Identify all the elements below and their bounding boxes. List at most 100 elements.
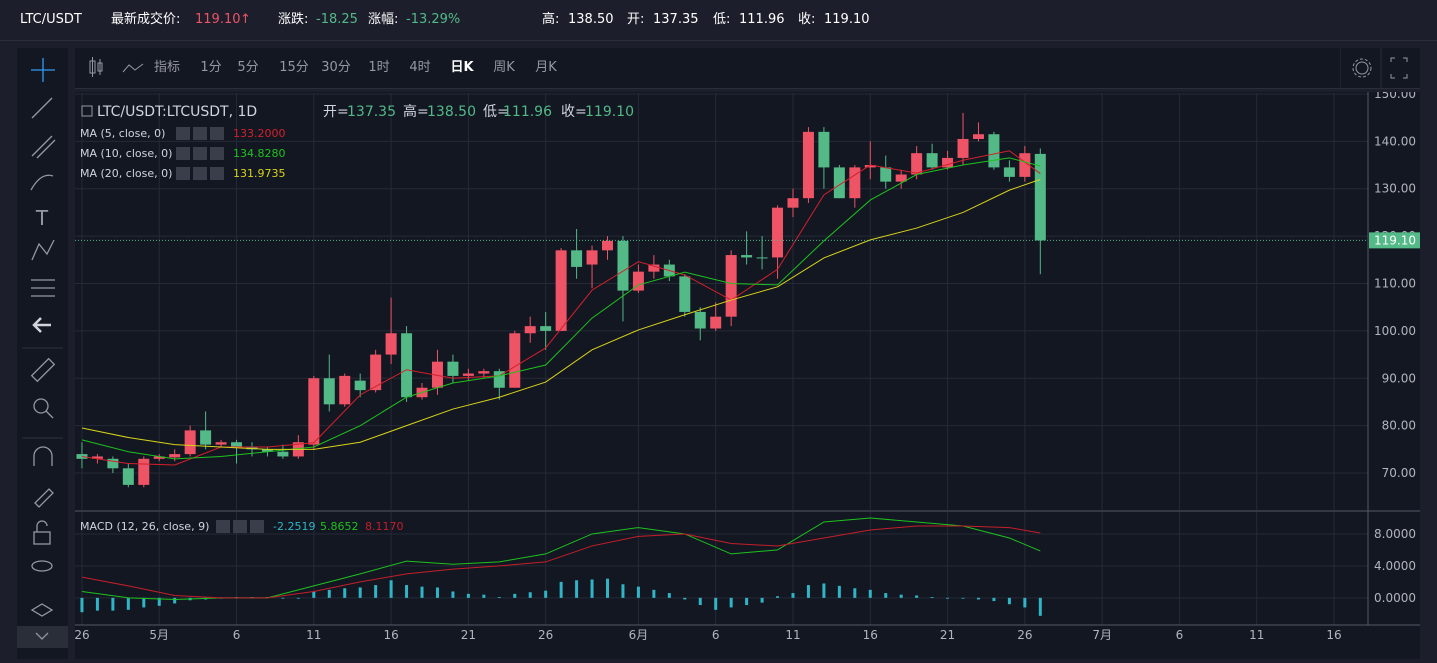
header: LTC/USDT 最新成交价: 119.10 ↑ 涨跌: -18.25 涨幅: … — [0, 0, 1437, 41]
drawing-toolbar: T — [17, 48, 68, 659]
candle-body — [679, 276, 691, 312]
value: 119.10 — [824, 12, 870, 27]
tool-icons: T — [17, 58, 68, 648]
legend-title: LTC/USDT:LTCUSDT, 1D — [97, 104, 257, 120]
last: 119.10 — [195, 12, 241, 27]
legend-value: 119.10 — [585, 104, 634, 120]
macd-bar — [142, 597, 146, 608]
legend-value: 138.50 — [427, 104, 476, 120]
interval-button[interactable]: 15分 — [279, 60, 309, 75]
macd-bar — [358, 587, 362, 598]
macd-bar — [652, 589, 656, 598]
legend-value: 134.8280 — [233, 147, 286, 160]
candle-body — [509, 333, 521, 388]
legend-button — [233, 520, 247, 533]
candle-body — [571, 250, 583, 267]
macd-bar — [1007, 597, 1011, 605]
x-tick-label: 7月 — [1092, 628, 1112, 642]
candle-body — [200, 430, 212, 445]
pct: -13.29% — [406, 12, 461, 27]
macd-bar — [420, 586, 424, 598]
legend-button — [176, 167, 190, 180]
macd-bar — [868, 589, 872, 598]
candle-body — [401, 333, 413, 398]
candle-body — [1034, 153, 1046, 241]
macd-bar — [992, 597, 996, 602]
candle-body — [277, 451, 289, 457]
candle-body — [447, 361, 459, 376]
legend-value: 8.1170 — [365, 520, 404, 533]
x-tick-label: 26 — [538, 628, 553, 642]
macd-bar — [899, 594, 903, 598]
macd-bar — [791, 593, 795, 598]
macd-bar — [915, 595, 919, 598]
collapse-icon — [81, 105, 93, 117]
candle-body — [942, 157, 954, 168]
legend-button — [216, 520, 230, 533]
legend-button — [176, 147, 190, 160]
interval-button[interactable]: 5分 — [237, 60, 259, 75]
candle-body — [787, 198, 799, 208]
interval-button[interactable]: 月K — [535, 60, 557, 75]
macd-bar — [714, 597, 718, 610]
x-tick-label: 6 — [233, 628, 241, 642]
candle-body — [602, 240, 614, 251]
label: 最新成交价: — [111, 12, 181, 27]
label: 收: — [798, 12, 816, 27]
macd-bar — [497, 597, 501, 598]
legend-button — [193, 147, 207, 160]
macd-bar — [745, 597, 749, 606]
macd-bar — [1038, 597, 1042, 616]
candle-body — [1019, 153, 1031, 177]
macd-bar — [621, 584, 625, 598]
candle-body — [215, 442, 227, 445]
macd-bar — [544, 590, 548, 598]
ma-line — [81, 178, 1041, 450]
macd-bar — [822, 583, 826, 598]
candle-body — [354, 380, 366, 391]
macd-bar — [837, 585, 841, 598]
candle-body — [91, 456, 103, 459]
macd-bar — [760, 597, 764, 603]
candle-body — [462, 373, 474, 376]
macd-bar — [776, 596, 780, 598]
interval-button[interactable]: 1时 — [368, 60, 390, 75]
candle-body — [725, 255, 737, 317]
indicator-button[interactable]: 指标 — [153, 60, 180, 75]
candle-body — [370, 354, 382, 391]
x-tick-label: 16 — [1326, 628, 1341, 642]
macd-bar — [281, 597, 285, 599]
plot-background — [75, 92, 1420, 659]
legend-button — [210, 167, 224, 180]
macd-bar — [528, 592, 532, 598]
interval-button[interactable]: 周K — [493, 60, 515, 75]
symbol: LTC/USDT — [20, 12, 82, 27]
legend-button — [193, 167, 207, 180]
legend-value: 137.35 — [347, 104, 396, 120]
candle-body — [895, 174, 907, 182]
candle-body — [710, 316, 722, 329]
y-tick-label: 80.00 — [1382, 419, 1416, 433]
interval-button[interactable]: 日K — [450, 60, 474, 75]
interval-button[interactable]: 1分 — [200, 60, 222, 75]
legend-entry: MA (10, close, 0) — [80, 147, 172, 160]
macd-bar — [513, 593, 517, 598]
y-tick-label: 4.0000 — [1374, 559, 1416, 573]
macd-bar — [389, 580, 393, 598]
interval-button[interactable]: 30分 — [321, 60, 351, 75]
y-tick-label: 100.00 — [1374, 324, 1416, 338]
candle-body — [76, 454, 88, 459]
macd-bar — [698, 597, 702, 606]
legend-button — [250, 520, 264, 533]
legend-button — [210, 147, 224, 160]
last-price-tag — [1369, 232, 1420, 249]
candle-body — [756, 257, 768, 259]
candle-body — [802, 131, 814, 199]
macd-bar — [173, 597, 177, 604]
candle-body — [957, 138, 969, 158]
candle-body — [772, 207, 784, 258]
interval-button[interactable]: 4时 — [409, 60, 431, 75]
candle-body — [524, 326, 536, 334]
legend-label: 低= — [483, 104, 509, 120]
macd-bar — [559, 581, 563, 598]
